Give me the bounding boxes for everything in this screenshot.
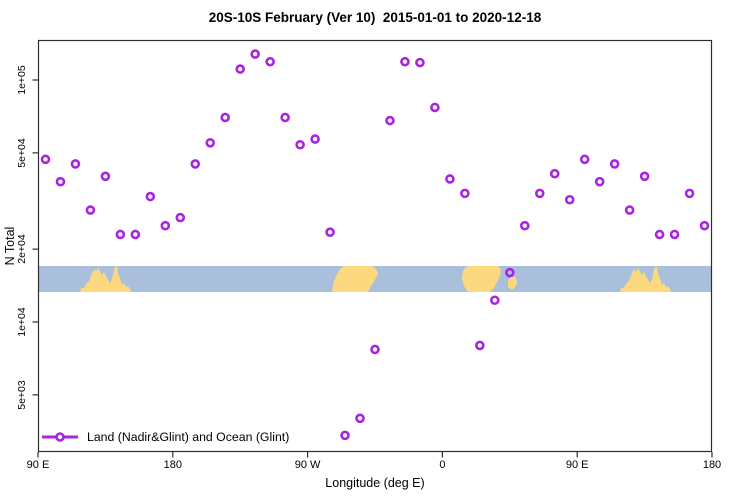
land-patch bbox=[332, 266, 378, 292]
data-point bbox=[250, 49, 260, 59]
data-point bbox=[699, 220, 710, 231]
data-point bbox=[564, 194, 575, 205]
data-point bbox=[100, 171, 111, 182]
x-tick-label: 90 E bbox=[565, 459, 589, 471]
data-point bbox=[40, 154, 51, 165]
y-axis-label: N Total bbox=[3, 226, 17, 266]
data-point bbox=[85, 205, 96, 215]
y-tick-label: 1e+05 bbox=[16, 65, 28, 95]
data-point bbox=[445, 174, 455, 184]
land-patch bbox=[620, 266, 671, 292]
data-point bbox=[609, 159, 620, 169]
x-axis-label: Longitude (deg E) bbox=[325, 476, 425, 490]
data-point bbox=[654, 229, 665, 240]
data-point bbox=[70, 159, 81, 169]
data-point bbox=[235, 64, 245, 74]
legend-label: Land (Nadir&Glint) and Ocean (Glint) bbox=[87, 430, 290, 444]
data-point bbox=[310, 134, 320, 144]
data-point bbox=[624, 205, 635, 215]
data-point bbox=[115, 229, 126, 240]
data-point bbox=[370, 344, 380, 355]
data-point bbox=[579, 154, 590, 165]
data-point bbox=[639, 171, 650, 182]
x-tick-label: 0 bbox=[439, 459, 446, 471]
data-point bbox=[325, 227, 335, 238]
land-patch bbox=[462, 266, 501, 292]
data-point bbox=[130, 229, 141, 240]
legend: Land (Nadir&Glint) and Ocean (Glint) bbox=[40, 429, 289, 445]
data-point bbox=[684, 188, 695, 199]
data-point bbox=[160, 220, 171, 231]
data-point bbox=[549, 168, 560, 179]
legend-marker-icon bbox=[42, 432, 78, 442]
chart-canvas bbox=[32, 39, 713, 458]
plot-border bbox=[37, 39, 713, 453]
data-point bbox=[295, 139, 305, 150]
data-point bbox=[280, 112, 290, 123]
land-patch bbox=[508, 277, 517, 290]
data-point bbox=[594, 176, 605, 187]
data-point bbox=[385, 115, 395, 126]
land-patch bbox=[80, 266, 131, 292]
x-tick-label: 90 W bbox=[294, 459, 321, 471]
y-tick-label: 1e+04 bbox=[16, 307, 28, 337]
data-point bbox=[55, 176, 66, 187]
data-point bbox=[355, 413, 365, 424]
y-tick-label: 5e+04 bbox=[16, 138, 28, 168]
x-tick-label: 180 bbox=[702, 459, 722, 471]
data-point bbox=[220, 112, 231, 123]
y-tick-label: 2e+04 bbox=[16, 234, 28, 264]
data-point bbox=[669, 229, 680, 240]
data-point bbox=[519, 220, 530, 231]
data-point bbox=[490, 295, 500, 306]
data-point bbox=[145, 191, 156, 202]
data-point bbox=[205, 138, 216, 148]
data-point bbox=[340, 430, 350, 441]
y-tick-label: 5e+03 bbox=[16, 380, 28, 410]
data-point bbox=[190, 159, 201, 169]
data-point bbox=[430, 102, 440, 113]
data-point bbox=[400, 56, 410, 67]
data-point bbox=[504, 267, 515, 278]
x-tick-label: 180 bbox=[163, 459, 182, 471]
data-point bbox=[415, 57, 425, 68]
data-point bbox=[265, 56, 275, 67]
chart-title: 20S-10S February (Ver 10) 2015-01-01 to … bbox=[208, 10, 542, 25]
x-tick-label: 90 E bbox=[26, 459, 50, 471]
data-point bbox=[460, 188, 470, 199]
data-point bbox=[175, 212, 186, 223]
data-point bbox=[534, 188, 545, 199]
data-point bbox=[475, 340, 485, 351]
